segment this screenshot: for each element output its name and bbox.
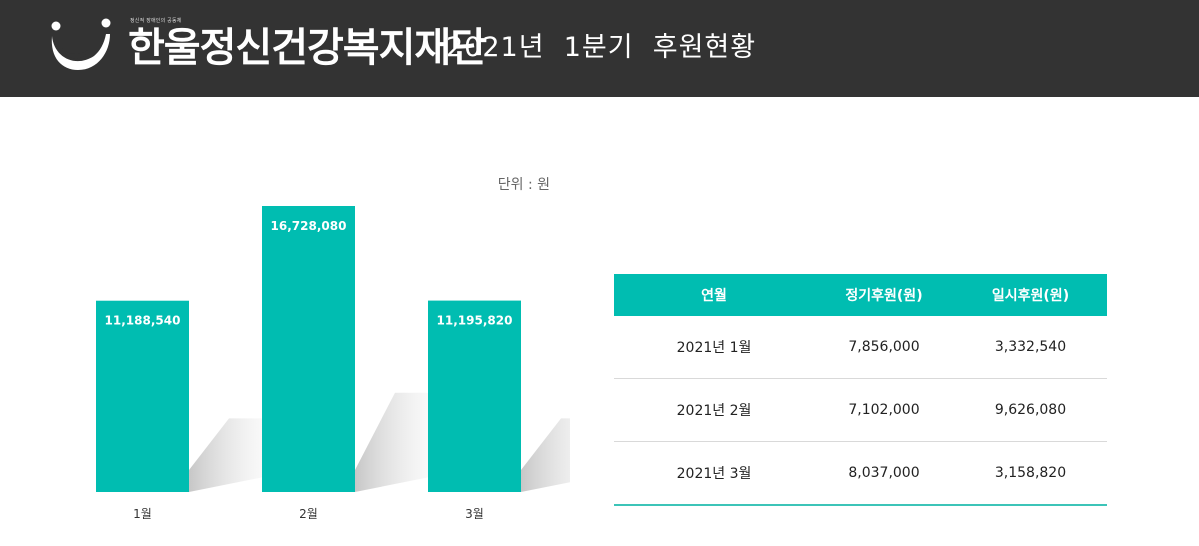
table-header-row: 연월 정기후원(원) 일시후원(원) <box>614 274 1107 316</box>
cell-onetime: 3,332,540 <box>954 316 1107 379</box>
bar-3 <box>428 300 521 492</box>
bar-shadow <box>521 418 570 492</box>
table-row: 2021년 3월 8,037,000 3,158,820 <box>614 441 1107 506</box>
header-bar: 정신적 장애인의 공동체 한울정신건강복지재단 2021년 1분기 후원현황 <box>0 0 1199 97</box>
cell-month: 2021년 3월 <box>614 441 814 506</box>
x-tick-label: 3월 <box>465 507 484 521</box>
x-tick-label: 1월 <box>133 507 152 521</box>
bar-2 <box>262 206 355 492</box>
bar-1 <box>96 300 189 492</box>
x-tick-label: 2월 <box>299 507 318 521</box>
table-row: 2021년 2월 7,102,000 9,626,080 <box>614 378 1107 442</box>
donation-table: 연월 정기후원(원) 일시후원(원) 2021년 1월 7,856,000 3,… <box>614 274 1107 506</box>
column-header-month: 연월 <box>701 288 727 304</box>
bar-chart: 11,188,540 1월 16,728,080 2월 11,195,820 3월 <box>96 206 570 521</box>
column-header-onetime: 일시후원(원) <box>991 288 1070 304</box>
table-row: 2021년 1월 7,856,000 3,332,540 <box>614 316 1107 379</box>
bar-value-label: 16,728,080 <box>271 219 347 233</box>
page-title: 2021년 1분기 후원현황 <box>446 32 757 63</box>
logo-mark-icon <box>51 18 111 70</box>
column-header-regular: 정기후원(원) <box>845 288 923 304</box>
bar-value-label: 11,195,820 <box>437 314 513 328</box>
cell-month: 2021년 2월 <box>614 378 814 442</box>
cell-onetime: 3,158,820 <box>954 441 1107 506</box>
logo-tagline: 정신적 장애인의 공동체 <box>130 18 182 24</box>
cell-month: 2021년 1월 <box>614 316 814 379</box>
logo-name: 한울정신건강복지재단 <box>128 25 487 71</box>
bar-value-label: 11,188,540 <box>105 314 181 328</box>
cell-regular: 8,037,000 <box>814 441 954 506</box>
cell-regular: 7,102,000 <box>814 378 954 442</box>
cell-onetime: 9,626,080 <box>954 378 1107 442</box>
cell-regular: 7,856,000 <box>814 316 954 379</box>
unit-label: 단위 : 원 <box>497 177 550 193</box>
